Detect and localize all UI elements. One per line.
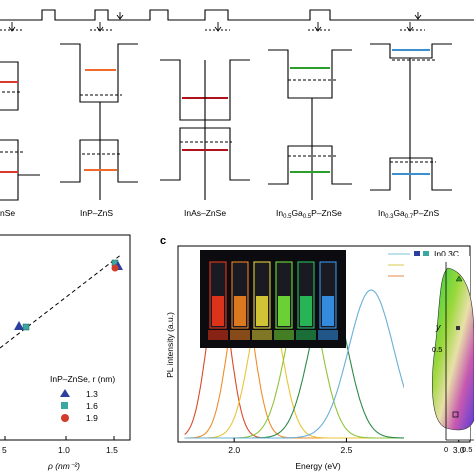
band-diagram-2 — [60, 43, 138, 200]
legend-circle — [61, 414, 69, 422]
pl-xtick-label-3: 3.0 — [453, 445, 465, 455]
vial-liquid-4 — [278, 296, 290, 326]
band-label-2: InP–ZnS — [80, 208, 113, 218]
band-diagram-3 — [160, 59, 250, 200]
right-legend-marker-1-1 — [414, 251, 420, 257]
right-legend-marker-1-2 — [423, 251, 429, 257]
pl-xtick-label-1: 2.0 — [228, 445, 240, 455]
legend-item-1: 1.3 — [86, 389, 98, 399]
cie-xtick-2: 0.5 — [462, 445, 472, 454]
top-arrows — [8, 12, 422, 32]
cie-point-square — [456, 326, 460, 330]
cie-ytick: 0.5 — [432, 345, 442, 354]
vial-reflection-3 — [252, 330, 272, 340]
vials — [208, 261, 338, 340]
vial-liquid-1 — [212, 296, 224, 326]
vials-photo — [200, 250, 346, 348]
point-1p6-a — [22, 323, 30, 331]
point-1p9-b — [111, 264, 119, 272]
legend-item-2: 1.6 — [86, 401, 98, 411]
band-label-1: nSe — [0, 208, 15, 218]
band-diagram-1 — [0, 61, 40, 201]
pl-ticks: 2.0 2.5 3.0 — [228, 438, 465, 455]
band-label-3: InAs–ZnSe — [184, 208, 226, 218]
vial-liquid-3 — [256, 296, 268, 326]
cie-ylabel: y — [435, 322, 441, 332]
point-1p3-a — [14, 321, 24, 330]
pl-xtick-label-2: 2.5 — [341, 445, 353, 455]
pl-ylabel: PL intensity (a.u.) — [165, 312, 175, 378]
scatter-points — [14, 259, 123, 331]
vial-reflection-4 — [274, 330, 294, 340]
band-diagram-5 — [370, 43, 452, 200]
scatter-axes — [0, 234, 131, 441]
scatter-xtick-3: 1.5 — [106, 445, 118, 455]
cie-point-square-open — [452, 411, 459, 418]
scatter-xtick-2: 1.0 — [58, 445, 70, 455]
pl-curve-6 — [184, 289, 448, 439]
band-diagram-4 — [268, 49, 352, 200]
vial-reflection-1 — [208, 330, 228, 340]
scatter-xtick-1: 5 — [2, 445, 7, 455]
vial-liquid-5 — [300, 296, 312, 326]
vial-reflection-5 — [296, 330, 316, 340]
right-legend-text-1: In0.3C — [434, 249, 459, 259]
legend-item-3: 1.9 — [86, 413, 98, 423]
vial-liquid-2 — [234, 296, 246, 326]
vial-reflection-2 — [230, 330, 250, 340]
band-label-5: In0.3Ga0.7P–ZnS — [378, 208, 439, 220]
vial-liquid-6 — [322, 296, 334, 326]
band-label-4: In0.5Ga0.5P–ZnSe — [276, 208, 342, 220]
scatter-xlabel: ρ (nm⁻²) — [47, 461, 80, 471]
cie-inset: y 0.5 0 0.5 — [404, 256, 474, 454]
conduction-band-top-line — [0, 9, 474, 21]
legend-square — [61, 402, 68, 409]
scatter-fit-line — [0, 253, 123, 349]
panel-letter-c: c — [160, 235, 166, 247]
cie-xtick-1: 0 — [444, 445, 448, 454]
scatter-legend-title: InP–ZnSe, r (nm) — [50, 374, 115, 384]
vial-reflection-6 — [318, 330, 338, 340]
pl-xlabel: Energy (eV) — [295, 461, 341, 471]
cie-point-triangle — [455, 275, 463, 282]
legend-triangle — [60, 389, 70, 397]
